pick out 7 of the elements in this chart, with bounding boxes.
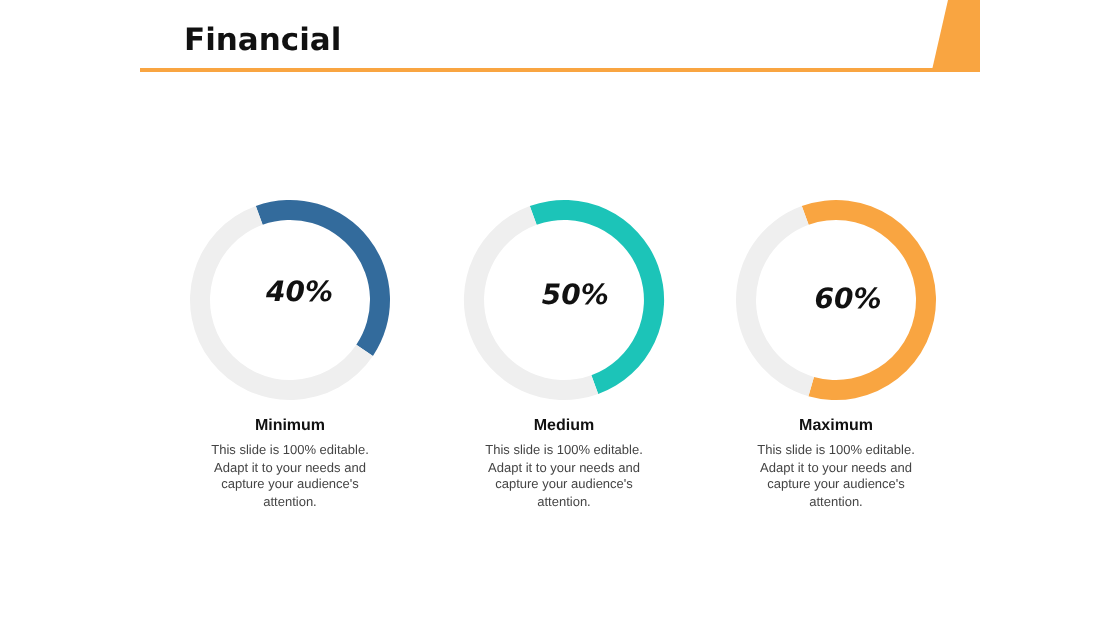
data-label: 50%: [541, 279, 609, 312]
text: Financial: [184, 22, 342, 58]
text: Medium: [531, 416, 597, 434]
data-label: 60%: [814, 283, 882, 316]
data-label: 40%: [263, 276, 333, 309]
text: Minimum: [252, 416, 328, 434]
text: Maximum: [797, 416, 875, 434]
